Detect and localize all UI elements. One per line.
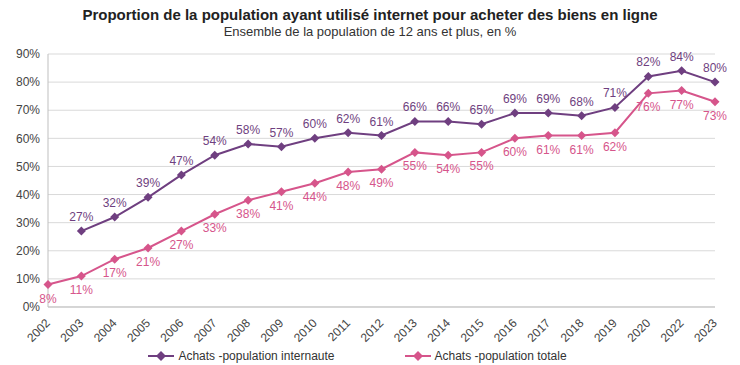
svg-text:2009: 2009 — [258, 316, 287, 345]
svg-text:2002: 2002 — [24, 316, 53, 345]
svg-text:2003: 2003 — [58, 316, 87, 345]
svg-text:60%: 60% — [503, 145, 527, 159]
svg-text:2016: 2016 — [491, 316, 520, 345]
svg-text:2015: 2015 — [458, 316, 487, 345]
svg-text:77%: 77% — [670, 98, 694, 112]
svg-text:82%: 82% — [636, 55, 660, 69]
svg-text:55%: 55% — [470, 159, 494, 173]
html-text:Achats -population internaute: Achats -population internaute — [178, 349, 335, 363]
svg-text:60%: 60% — [303, 117, 327, 131]
svg-text:2012: 2012 — [358, 316, 387, 345]
svg-text:33%: 33% — [203, 221, 227, 235]
svg-text:70%: 70% — [16, 103, 40, 117]
svg-text:17%: 17% — [103, 266, 127, 280]
svg-text:65%: 65% — [470, 103, 494, 117]
html-text:Ensemble de la population de 1: Ensemble de la population de 12 ans et p… — [223, 24, 517, 39]
svg-text:2013: 2013 — [391, 316, 420, 345]
svg-text:2022: 2022 — [658, 316, 687, 345]
svg-text:27%: 27% — [169, 238, 193, 252]
svg-text:66%: 66% — [403, 100, 427, 114]
svg-text:2019: 2019 — [591, 316, 620, 345]
svg-text:27%: 27% — [69, 210, 93, 224]
svg-text:49%: 49% — [369, 176, 393, 190]
svg-text:61%: 61% — [369, 115, 393, 129]
svg-text:80%: 80% — [16, 75, 40, 89]
svg-text:62%: 62% — [603, 140, 627, 154]
svg-text:2017: 2017 — [524, 316, 553, 345]
svg-text:2004: 2004 — [91, 316, 120, 345]
svg-text:2018: 2018 — [558, 316, 587, 345]
svg-text:38%: 38% — [236, 207, 260, 221]
svg-text:2007: 2007 — [191, 316, 220, 345]
svg-text:58%: 58% — [236, 123, 260, 137]
svg-text:62%: 62% — [336, 112, 360, 126]
svg-text:39%: 39% — [136, 176, 160, 190]
svg-text:61%: 61% — [570, 143, 594, 157]
svg-text:76%: 76% — [636, 100, 660, 114]
svg-text:54%: 54% — [203, 134, 227, 148]
svg-text:73%: 73% — [703, 109, 727, 123]
svg-text:55%: 55% — [403, 159, 427, 173]
svg-text:2020: 2020 — [624, 316, 653, 345]
html-text:Achats -population totale: Achats -population totale — [434, 349, 567, 363]
svg-text:30%: 30% — [16, 216, 40, 230]
svg-text:0%: 0% — [23, 300, 41, 314]
svg-text:2023: 2023 — [691, 316, 720, 345]
svg-text:21%: 21% — [136, 255, 160, 269]
svg-text:66%: 66% — [436, 100, 460, 114]
svg-text:90%: 90% — [16, 47, 40, 61]
svg-text:41%: 41% — [269, 199, 293, 213]
svg-text:48%: 48% — [336, 179, 360, 193]
svg-text:20%: 20% — [16, 244, 40, 258]
svg-text:61%: 61% — [536, 143, 560, 157]
svg-text:60%: 60% — [16, 132, 40, 146]
svg-text:2008: 2008 — [224, 316, 253, 345]
svg-text:2005: 2005 — [124, 316, 153, 345]
svg-text:2011: 2011 — [325, 316, 353, 344]
svg-text:32%: 32% — [103, 196, 127, 210]
svg-text:2006: 2006 — [158, 316, 187, 345]
svg-text:8%: 8% — [39, 292, 57, 306]
svg-text:69%: 69% — [503, 92, 527, 106]
svg-text:44%: 44% — [303, 190, 327, 204]
html-text:Proportion de la population ay: Proportion de la population ayant utilis… — [82, 6, 658, 23]
svg-text:47%: 47% — [169, 154, 193, 168]
svg-text:68%: 68% — [570, 95, 594, 109]
svg-text:54%: 54% — [436, 162, 460, 176]
svg-text:50%: 50% — [16, 160, 40, 174]
svg-text:80%: 80% — [703, 61, 727, 75]
svg-text:69%: 69% — [536, 92, 560, 106]
svg-text:11%: 11% — [70, 283, 93, 297]
svg-text:40%: 40% — [16, 188, 40, 202]
svg-text:10%: 10% — [16, 272, 40, 286]
svg-text:2010: 2010 — [291, 316, 320, 345]
svg-text:2014: 2014 — [424, 316, 453, 345]
svg-text:84%: 84% — [670, 50, 694, 64]
svg-text:71%: 71% — [603, 86, 627, 100]
svg-text:57%: 57% — [269, 126, 293, 140]
